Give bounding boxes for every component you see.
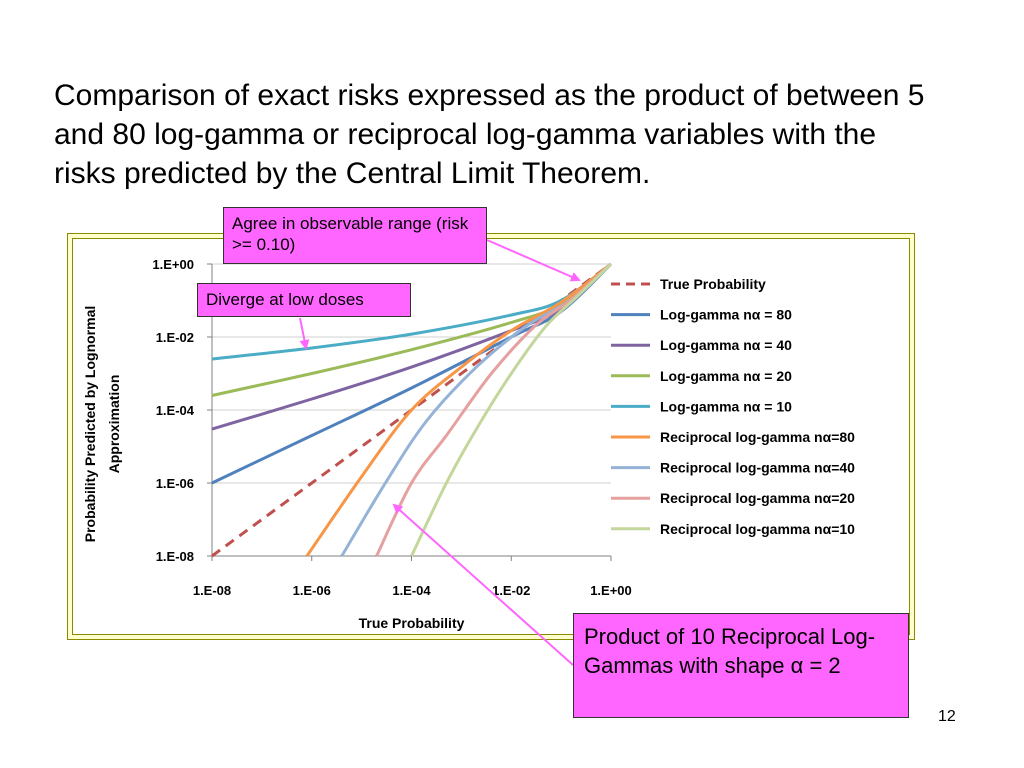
legend-entry: True Probability (660, 276, 766, 292)
series-line-7 (375, 262, 613, 557)
legend-entry: Reciprocal log-gamma nα=40 (660, 460, 855, 476)
legend-entry: Reciprocal log-gamma nα=10 (660, 521, 855, 537)
x-tick-label: 1.E-04 (392, 583, 431, 598)
legend-entry: Log-gamma nα = 10 (660, 398, 792, 414)
x-tick-label: 1.E-06 (293, 583, 331, 598)
page-number: 12 (938, 708, 956, 725)
x-tick-label: 1.E-02 (492, 583, 530, 598)
callout-agree: Agree in observable range (risk >= 0.10) (223, 207, 487, 264)
legend-entry: Reciprocal log-gamma nα=80 (660, 429, 855, 445)
series-line-8 (410, 262, 613, 557)
series-line-5 (305, 262, 612, 557)
callout-product: Product of 10 Reciprocal Log-Gammas with… (573, 613, 909, 718)
legend-entry: Log-gamma nα = 80 (660, 307, 792, 323)
y-axis-label-line2: Approximation (106, 375, 122, 474)
slide-body-text: Comparison of exact risks expressed as t… (54, 79, 925, 190)
legend-entry: Log-gamma nα = 40 (660, 337, 792, 353)
arrow-agree (486, 239, 581, 282)
legend-entry: Log-gamma nα = 20 (660, 368, 792, 384)
callout-diverge: Diverge at low doses (197, 283, 411, 317)
x-tick-label: 1.E+00 (590, 583, 632, 598)
arrow-diverge (299, 317, 310, 350)
legend-entry: Reciprocal log-gamma nα=20 (660, 490, 855, 506)
y-tick-label: 1.E-02 (156, 330, 194, 345)
y-tick-label: 1.E+00 (152, 257, 194, 272)
y-tick-label: 1.E-04 (156, 403, 195, 418)
y-axis-label: Probability Predicted by Lognormal (82, 306, 98, 542)
y-tick-label: 1.E-06 (156, 476, 194, 491)
x-axis-label: True Probability (359, 615, 465, 631)
series-line-3 (211, 262, 612, 397)
x-tick-label: 1.E-08 (193, 583, 231, 598)
y-tick-label: 1.E-08 (156, 549, 194, 564)
arrow-product (392, 503, 574, 666)
